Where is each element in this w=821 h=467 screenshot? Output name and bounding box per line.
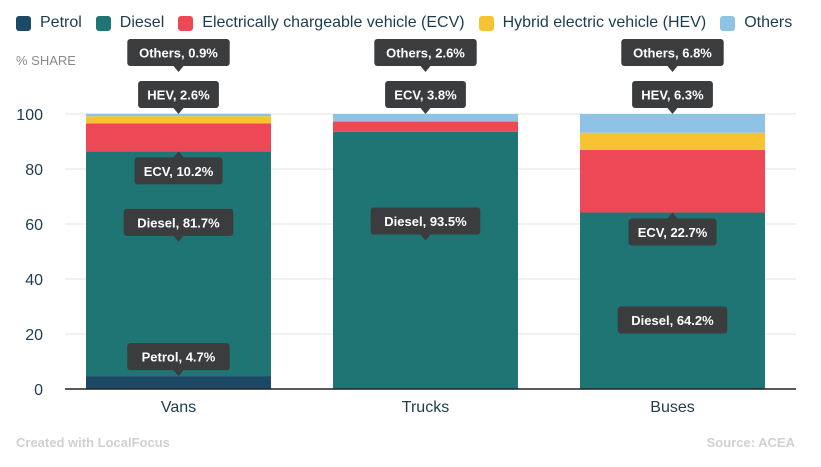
legend-label-ecv: Electrically chargeable vehicle (ECV) [202,14,465,31]
data-label-tooltip: ECV, 22.7% [628,212,717,246]
bar-segment[interactable] [333,131,518,389]
tooltip-box [385,81,466,108]
y-tick-label: 0 [34,382,43,399]
tooltip-box [134,157,223,185]
tooltip-text: ECV, 10.2% [144,164,214,179]
tooltip-pointer [667,108,678,114]
legend-label-petrol: Petrol [40,14,82,31]
tooltip-pointer [173,151,184,158]
data-label-tooltip: Others, 2.6% [374,39,477,72]
tooltip-box [374,39,477,66]
legend-item-petrol[interactable]: Petrol [16,14,82,32]
data-label-tooltip: Diesel, 64.2% [617,306,728,334]
tooltip-text: Diesel, 81.7% [137,215,220,230]
bar-segment[interactable] [86,151,271,377]
bar-segment[interactable] [580,150,765,213]
tooltip-pointer [420,66,431,72]
tooltip-pointer [420,234,431,241]
data-label-tooltip: HEV, 2.6% [138,81,219,114]
data-label-tooltip: Petrol, 4.7% [127,343,230,377]
tooltip-pointer [173,370,184,377]
source-text: Source: ACEA [706,435,795,450]
tooltip-box [628,218,717,246]
tooltip-box [621,39,724,66]
tooltip-box [617,306,728,334]
data-label-tooltip: Diesel, 93.5% [370,207,481,241]
bar-segment[interactable] [333,114,518,122]
data-label-tooltip: Others, 6.8% [621,39,724,72]
tooltip-box [123,208,234,236]
legend-swatch-others [720,15,736,31]
data-label-tooltip: Others, 0.9% [127,39,230,72]
bar-segment[interactable] [86,376,271,389]
x-category-label: Buses [650,399,694,416]
bar-segment[interactable] [86,123,271,152]
legend-swatch-petrol [16,15,31,31]
tooltip-text: Others, 6.8% [633,46,712,61]
tooltip-pointer [173,66,184,72]
tooltip-text: HEV, 2.6% [147,88,210,103]
tooltip-box [127,343,230,371]
tooltip-pointer [420,108,431,114]
legend-swatch-ecv [178,15,194,31]
y-tick-label: 40 [25,272,43,289]
tooltip-pointer [173,108,184,114]
data-label-tooltip: Diesel, 81.7% [123,208,234,242]
x-category-label: Trucks [402,399,449,416]
legend-swatch-diesel [95,15,111,31]
tooltip-text: Others, 0.9% [139,46,218,61]
tooltip-text: ECV, 22.7% [638,225,708,240]
y-tick-label: 60 [25,217,43,234]
tooltip-pointer [667,66,678,72]
legend-item-hev[interactable]: Hybrid electric vehicle (HEV) [478,14,707,32]
tooltip-pointer [173,235,184,242]
data-label-tooltip: ECV, 10.2% [134,151,223,185]
bar-segment[interactable] [86,116,271,124]
bar-segment[interactable] [580,114,765,133]
y-tick-label: 100 [16,107,43,124]
x-category-label: Vans [161,399,196,416]
legend-label-others: Others [744,14,793,31]
y-axis-label: % SHARE [16,53,76,68]
tooltip-box [370,207,481,235]
data-label-tooltip: ECV, 3.8% [385,81,466,114]
legend-item-others[interactable]: Others [720,14,792,32]
legend-label-diesel: Diesel [119,14,165,31]
tooltip-text: ECV, 3.8% [394,88,457,103]
legend-label-hev: Hybrid electric vehicle (HEV) [502,14,707,31]
data-label-tooltip: HEV, 6.3% [632,81,713,114]
tooltip-text: Others, 2.6% [386,46,465,61]
bar-segment[interactable] [333,121,518,132]
legend-swatch-hev [478,15,494,31]
y-tick-label: 20 [25,327,43,344]
legend-item-diesel[interactable]: Diesel [95,14,165,32]
bar-segment[interactable] [580,132,765,151]
tooltip-box [127,39,230,66]
tooltip-text: Petrol, 4.7% [142,350,216,365]
tooltip-text: Diesel, 64.2% [631,313,714,328]
tooltip-box [632,81,713,108]
y-tick-label: 80 [25,162,43,179]
tooltip-pointer [667,212,678,219]
tooltip-text: Diesel, 93.5% [384,214,467,229]
bar-segment[interactable] [86,113,271,117]
tooltip-box [138,81,219,108]
credit-text[interactable]: Created with LocalFocus [16,435,170,450]
tooltip-text: HEV, 6.3% [641,88,704,103]
legend-item-ecv[interactable]: Electrically chargeable vehicle (ECV) [178,14,465,32]
chart-legend: Petrol Diesel Electrically chargeable ve… [16,14,806,32]
